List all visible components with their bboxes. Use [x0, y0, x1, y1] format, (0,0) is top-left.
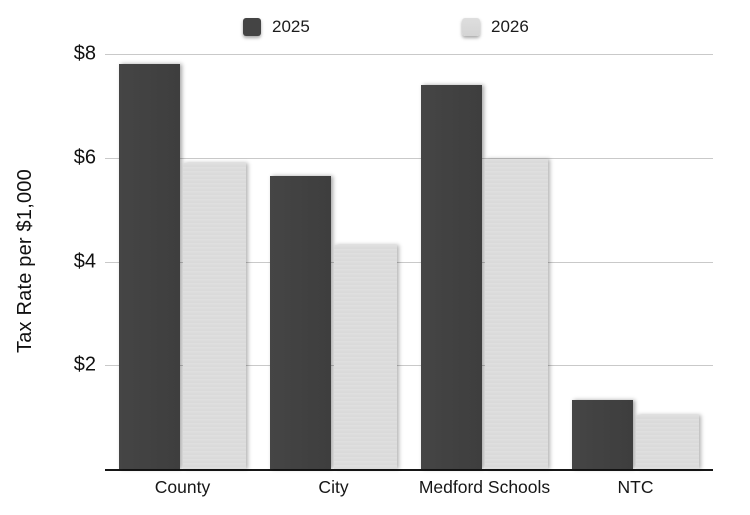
x-axis-label-city: City [318, 477, 349, 497]
gridline-6 [105, 157, 713, 159]
legend-label-2025: 2025 [272, 17, 310, 36]
legend-item-2025: 2025 [243, 17, 310, 37]
y-tick-label-2: $2 [73, 353, 96, 376]
plot-area [105, 54, 713, 471]
y-tick-label-6: $6 [73, 146, 96, 169]
legend-label-2026: 2026 [491, 17, 529, 36]
bar-2026-ntc [636, 415, 699, 469]
bar-2026-medford-schools [485, 158, 548, 469]
x-axis-label-medford-schools: Medford Schools [418, 477, 551, 497]
bar-2025-city [270, 175, 331, 469]
y-tick-label-4: $4 [73, 250, 96, 272]
bar-2025-medford-schools [421, 85, 482, 469]
bar-2026-county [183, 162, 246, 469]
gridline-4 [105, 261, 713, 263]
x-axis-label-ntc: NTC [617, 477, 654, 497]
bar-2025-ntc [572, 400, 633, 469]
bar-2025-county [119, 64, 180, 469]
gridline-8 [105, 54, 713, 55]
gridline-2 [105, 365, 713, 367]
x-axis-label-county: County [154, 477, 211, 497]
legend-swatch-2026-icon [462, 18, 480, 36]
y-tick-label-8: $8 [73, 42, 96, 65]
legend-swatch-2025-icon [243, 18, 261, 36]
legend-item-2026: 2026 [462, 17, 529, 37]
bar-2026-city [334, 244, 397, 469]
